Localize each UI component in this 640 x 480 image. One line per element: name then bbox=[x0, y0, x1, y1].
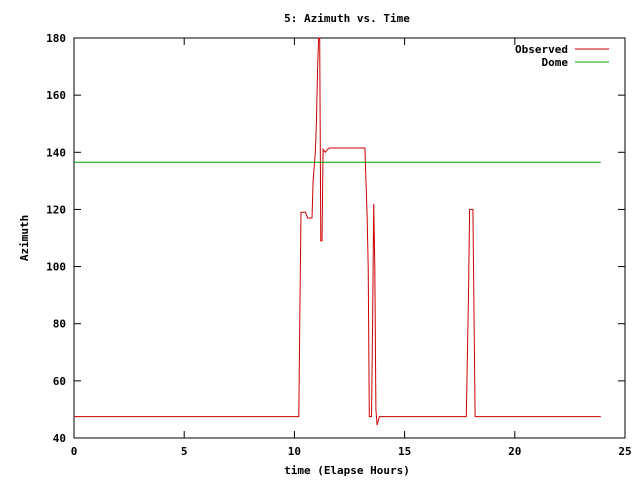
series-lines bbox=[74, 37, 601, 426]
x-tick-label: 25 bbox=[618, 445, 631, 458]
x-tick-label: 5 bbox=[181, 445, 188, 458]
y-axis-label: Azimuth bbox=[18, 215, 31, 261]
x-tick-label: 0 bbox=[71, 445, 78, 458]
legend-label-observed: Observed bbox=[515, 43, 568, 56]
y-tick-label: 160 bbox=[46, 89, 66, 102]
y-tick-label: 80 bbox=[53, 318, 66, 331]
x-tick-label: 15 bbox=[398, 445, 411, 458]
series-line-observed bbox=[74, 37, 601, 426]
y-tick-label: 120 bbox=[46, 203, 66, 216]
x-tick-label: 10 bbox=[288, 445, 301, 458]
legend-label-dome: Dome bbox=[542, 56, 569, 69]
y-tick-label: 100 bbox=[46, 261, 66, 274]
x-axis-label: time (Elapse Hours) bbox=[284, 464, 410, 477]
y-tick-label: 40 bbox=[53, 432, 66, 445]
y-tick-label: 140 bbox=[46, 146, 66, 159]
x-tick-label: 20 bbox=[508, 445, 521, 458]
plot-area bbox=[73, 37, 626, 439]
y-tick-label: 180 bbox=[46, 32, 66, 45]
y-tick-label: 60 bbox=[53, 375, 66, 388]
axis-ticks: 0 5 10 15 20 25 40 60 80 100 120 140 160 180 bbox=[46, 32, 632, 458]
chart-title: 5: Azimuth vs. Time bbox=[284, 12, 410, 25]
